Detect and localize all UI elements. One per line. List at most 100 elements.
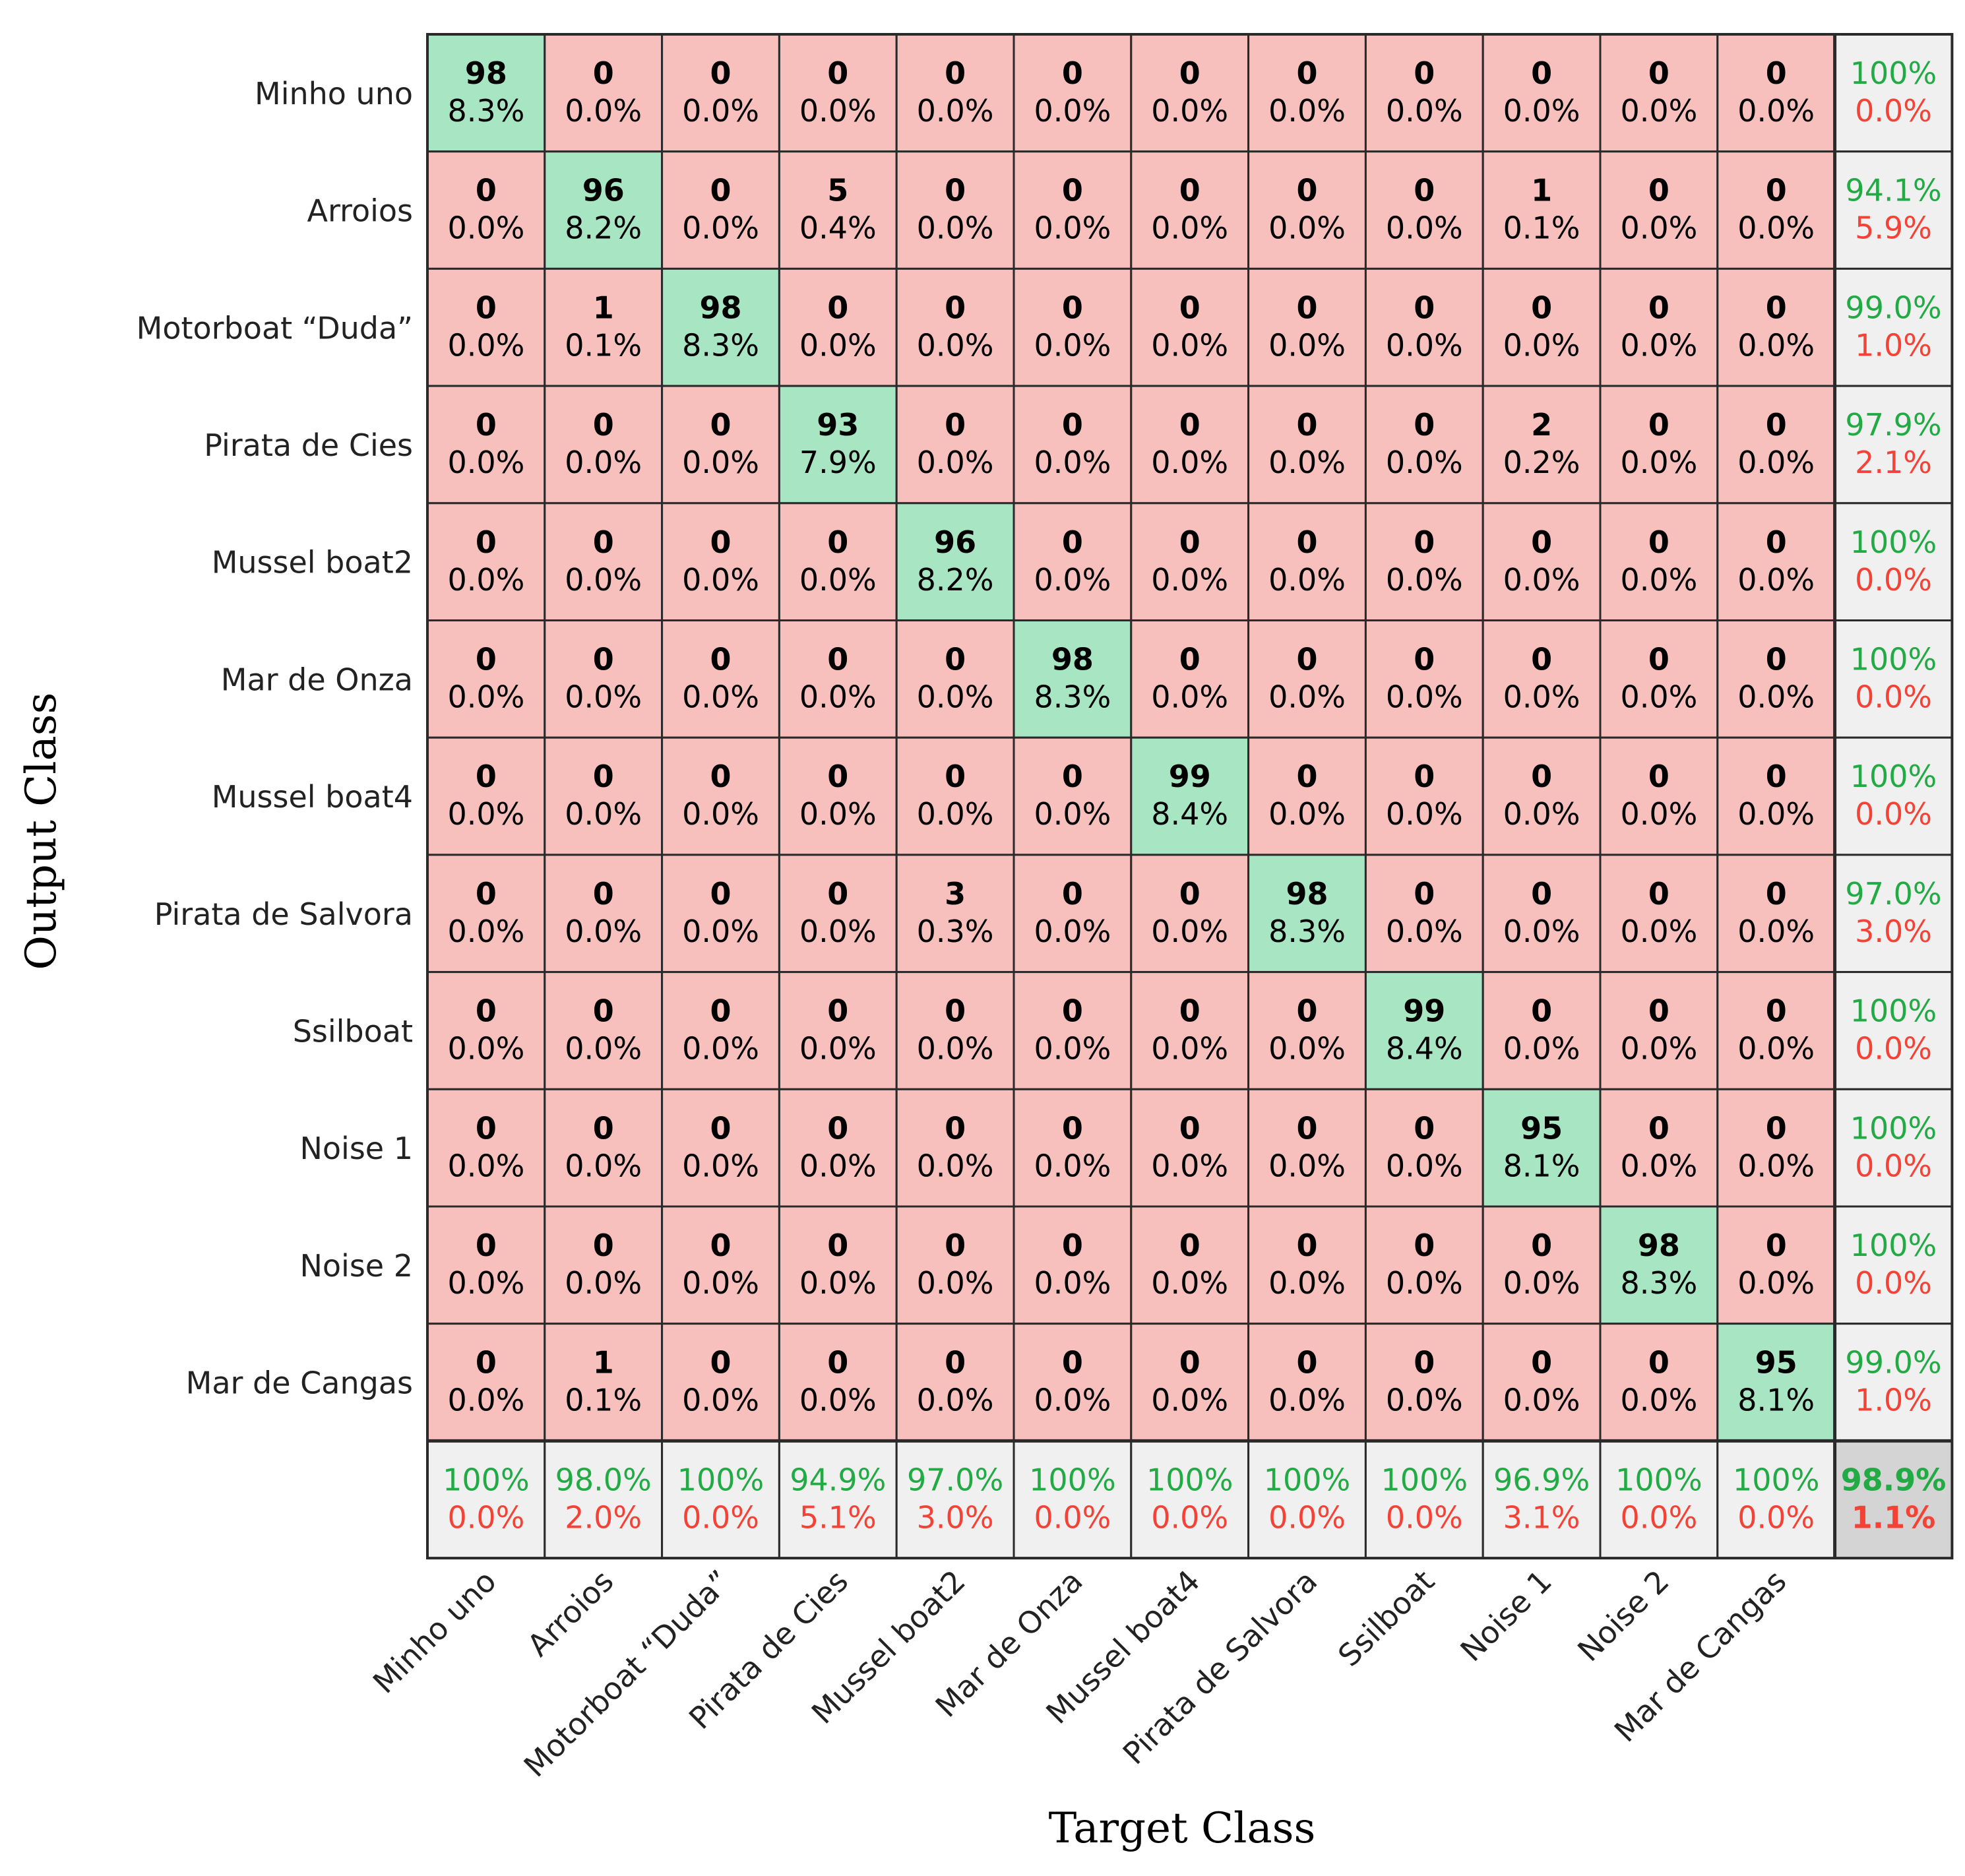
cell-count: 0 <box>1414 759 1435 794</box>
row-summary-cell <box>1834 502 1953 621</box>
matrix-cell <box>544 502 664 621</box>
column-summary-cell <box>426 1439 546 1559</box>
cell-count: 0 <box>1531 290 1552 325</box>
cell-percent: 0.0% <box>682 1148 759 1183</box>
matrix-cell <box>1130 971 1250 1090</box>
row-class-label: Mar de Onza <box>221 662 413 697</box>
cell-count: 0 <box>1296 1228 1317 1263</box>
row-summary-cell <box>1834 385 1953 505</box>
cell-percent: 0.0% <box>917 327 994 363</box>
cell-percent: 0.0% <box>1620 562 1697 598</box>
cell-percent: 0.0% <box>1737 93 1815 129</box>
cell-percent: 0.0% <box>565 1031 642 1067</box>
cell-percent: 0.0% <box>799 1265 877 1301</box>
column-class-label: Ssilboat <box>1331 1563 1441 1673</box>
cell-percent: 0.0% <box>1151 210 1228 246</box>
cell-percent: 0.0% <box>1034 914 1111 949</box>
matrix-cell <box>661 736 780 856</box>
cell-count: 0 <box>1062 524 1083 560</box>
summary-error-percent: 2.0% <box>565 1499 642 1535</box>
matrix-cell <box>778 971 898 1090</box>
summary-correct-percent: 100% <box>1381 1462 1468 1497</box>
cell-percent: 0.0% <box>447 1031 524 1067</box>
cell-percent: 0.0% <box>1268 796 1346 832</box>
summary-error-percent: 0.0% <box>1737 1499 1815 1535</box>
cell-percent: 0.0% <box>1386 445 1463 480</box>
cell-count: 0 <box>827 524 848 560</box>
cell-percent: 0.0% <box>682 679 759 715</box>
cell-percent: 0.0% <box>1737 1031 1815 1067</box>
summary-correct-percent: 100% <box>677 1462 764 1497</box>
matrix-cell <box>1599 854 1719 974</box>
column-summary-cell <box>778 1439 898 1559</box>
cell-count: 0 <box>1414 524 1435 560</box>
cell-percent: 0.0% <box>1268 327 1346 363</box>
cell-count: 0 <box>1766 1228 1787 1263</box>
summary-correct-percent: 99.0% <box>1845 290 1941 325</box>
cell-percent: 0.0% <box>682 93 759 129</box>
row-class-label: Pirata de Salvora <box>154 896 413 932</box>
cell-percent: 0.0% <box>1503 1031 1580 1067</box>
cell-percent: 0.0% <box>1268 1265 1346 1301</box>
cell-count: 0 <box>945 642 966 677</box>
summary-correct-percent: 100% <box>1850 993 1937 1029</box>
cell-percent: 0.0% <box>1620 1148 1697 1183</box>
cell-count: 0 <box>476 876 497 912</box>
summary-error-percent: 0.0% <box>1386 1499 1463 1535</box>
cell-count: 2 <box>1531 407 1552 443</box>
row-class-label: Minho uno <box>255 76 413 111</box>
cell-count: 0 <box>476 1228 497 1263</box>
cell-percent: 0.0% <box>1503 1383 1580 1418</box>
cell-count: 1 <box>1531 173 1552 208</box>
cell-percent: 0.0% <box>1151 445 1228 480</box>
column-class-label: Pirata de Salvora <box>1116 1563 1325 1772</box>
cell-count: 0 <box>1766 1110 1787 1146</box>
cell-count: 0 <box>827 642 848 677</box>
cell-percent: 0.1% <box>565 1383 642 1418</box>
cell-percent: 7.9% <box>799 445 877 480</box>
cell-count: 3 <box>945 876 966 912</box>
summary-error-percent: 0.0% <box>1034 1499 1111 1535</box>
cell-percent: 0.0% <box>1268 1148 1346 1183</box>
cell-percent: 0.0% <box>1737 210 1815 246</box>
cell-count: 0 <box>476 524 497 560</box>
summary-error-percent: 0.0% <box>1855 1031 1932 1067</box>
column-summary-cell <box>1130 1439 1250 1559</box>
column-summary-cell <box>544 1439 664 1559</box>
cell-count: 0 <box>1179 55 1201 91</box>
cell-count: 0 <box>1648 173 1669 208</box>
cell-count: 0 <box>1531 55 1552 91</box>
cell-count: 0 <box>1062 1110 1083 1146</box>
summary-correct-percent: 98.0% <box>555 1462 652 1497</box>
summary-correct-percent: 100% <box>1264 1462 1351 1497</box>
matrix-cell <box>1130 1323 1250 1442</box>
cell-percent: 0.0% <box>1503 562 1580 598</box>
cell-count: 0 <box>1648 290 1669 325</box>
matrix-cell <box>426 502 546 621</box>
cell-count: 0 <box>710 759 731 794</box>
cell-count: 0 <box>1062 876 1083 912</box>
matrix-cell <box>1482 1088 1602 1208</box>
cell-count: 98 <box>1051 642 1094 677</box>
cell-count: 0 <box>1414 290 1435 325</box>
cell-percent: 0.0% <box>1737 914 1815 949</box>
matrix-cell <box>1013 736 1133 856</box>
summary-error-percent: 0.0% <box>1620 1499 1697 1535</box>
summary-correct-percent: 100% <box>1029 1462 1116 1497</box>
cell-count: 0 <box>1531 642 1552 677</box>
summary-correct-percent: 100% <box>1850 1228 1937 1263</box>
matrix-cell <box>544 736 664 856</box>
matrix-cell <box>1599 1088 1719 1208</box>
matrix-cell <box>1247 502 1367 621</box>
cell-percent: 0.0% <box>917 1148 994 1183</box>
column-class-label: Minho uno <box>366 1563 503 1701</box>
cell-percent: 0.0% <box>1034 210 1111 246</box>
cell-percent: 0.0% <box>565 914 642 949</box>
matrix-cell <box>1482 150 1602 270</box>
matrix-cell <box>1482 33 1602 153</box>
matrix-cell <box>778 267 898 387</box>
cell-count: 0 <box>476 290 497 325</box>
cell-count: 0 <box>710 173 731 208</box>
